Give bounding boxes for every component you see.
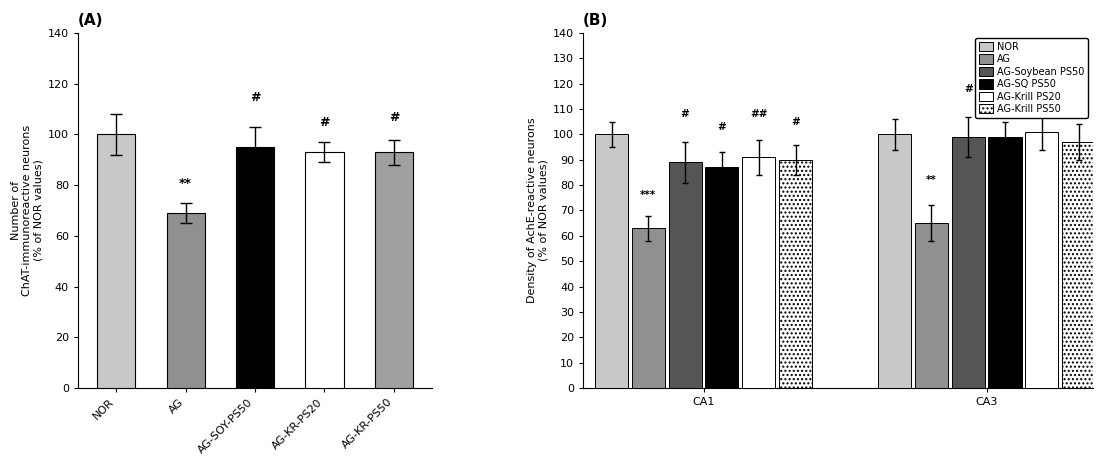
Text: #: # bbox=[319, 116, 330, 130]
Text: (B): (B) bbox=[583, 13, 609, 28]
Text: #: # bbox=[792, 117, 799, 127]
Text: #: # bbox=[1000, 92, 1009, 102]
Bar bbox=[988, 137, 1021, 388]
Bar bbox=[951, 137, 985, 388]
Text: ##: ## bbox=[750, 109, 767, 119]
Text: #: # bbox=[681, 109, 689, 119]
Bar bbox=[97, 134, 135, 388]
Bar bbox=[878, 134, 911, 388]
Y-axis label: Number of
ChAT-immunoreactive neurons
(% of NOR values): Number of ChAT-immunoreactive neurons (%… bbox=[10, 125, 43, 296]
Bar bbox=[779, 160, 812, 388]
Text: #: # bbox=[250, 91, 260, 104]
Legend: NOR, AG, AG-Soybean PS50, AG-SQ PS50, AG-Krill PS20, AG-Krill PS50: NOR, AG, AG-Soybean PS50, AG-SQ PS50, AG… bbox=[976, 38, 1088, 118]
Bar bbox=[669, 162, 701, 388]
Text: #: # bbox=[718, 122, 726, 132]
Bar bbox=[632, 228, 665, 388]
Bar bbox=[914, 223, 948, 388]
Bar bbox=[595, 134, 628, 388]
Text: (A): (A) bbox=[78, 13, 104, 28]
Bar bbox=[1061, 142, 1095, 388]
Text: #: # bbox=[963, 84, 972, 94]
Bar bbox=[236, 147, 274, 388]
Bar bbox=[166, 213, 205, 388]
Bar bbox=[375, 152, 413, 388]
Bar bbox=[306, 152, 343, 388]
Bar bbox=[706, 167, 738, 388]
Text: ***: *** bbox=[640, 190, 657, 201]
Bar bbox=[1025, 132, 1058, 388]
Bar bbox=[743, 157, 775, 388]
Text: ##: ## bbox=[1032, 81, 1050, 91]
Text: **: ** bbox=[925, 175, 937, 185]
Y-axis label: Density of AchE-reactive neurons
(% of NOR values): Density of AchE-reactive neurons (% of N… bbox=[527, 118, 549, 303]
Text: #: # bbox=[1074, 94, 1083, 104]
Text: #: # bbox=[389, 111, 399, 124]
Text: **: ** bbox=[180, 177, 192, 190]
